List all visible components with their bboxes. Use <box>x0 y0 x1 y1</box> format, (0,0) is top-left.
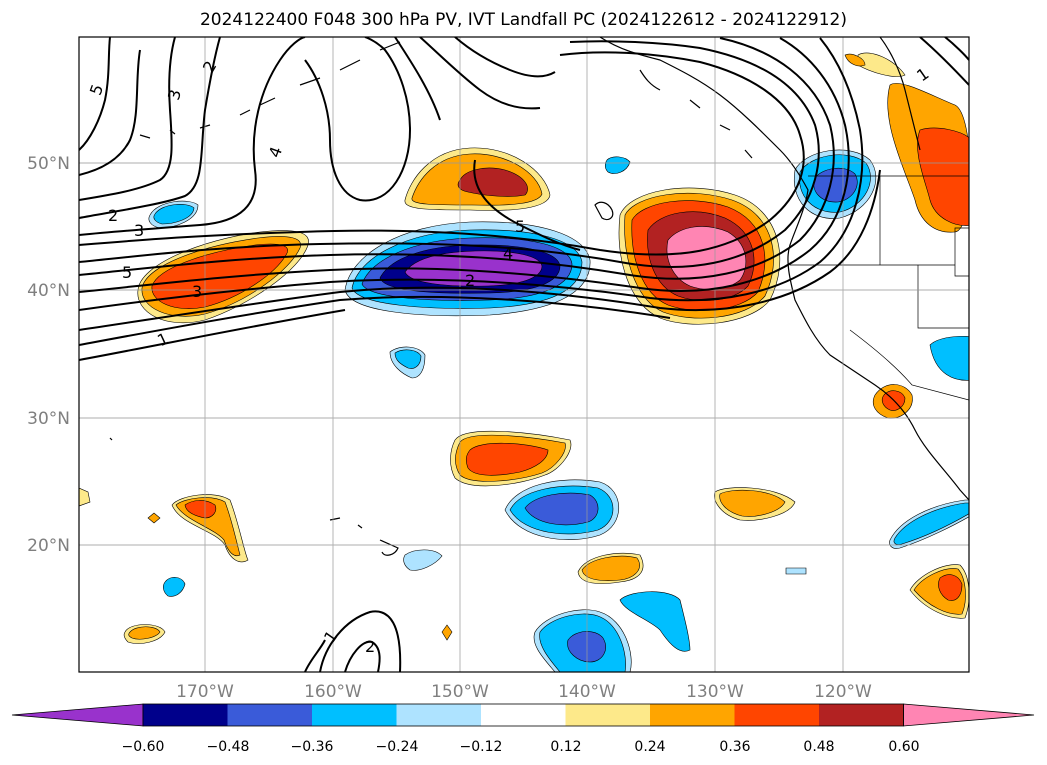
map-area: 5 3 2 4 2 3 5 3 1 5 4 2 1 2 1 <box>79 37 969 672</box>
colorbar-tick-label: −0.24 <box>376 739 419 755</box>
colorbar <box>11 703 1035 727</box>
colorbar-tick-label: −0.12 <box>460 739 503 755</box>
lon-tick-label: 130°W <box>686 682 744 702</box>
colorbar-tick-label: 0.36 <box>719 739 750 755</box>
colorbar-tick-label: −0.36 <box>291 739 334 755</box>
lat-tick-label: 40°N <box>27 281 70 301</box>
contour-label: 2 <box>365 637 375 656</box>
lon-tick-label: 170°W <box>176 682 234 702</box>
colorbar-tick-label: −0.48 <box>207 739 250 755</box>
lat-tick-labels: 50°N 40°N 30°N 20°N <box>27 154 70 556</box>
colorbar-tick-label: 0.60 <box>888 739 919 755</box>
colorbar-segment <box>734 704 819 726</box>
colorbar-extension-low <box>11 703 144 727</box>
colorbar-segment <box>312 704 397 726</box>
contour-label: 3 <box>164 87 185 102</box>
lat-tick-label: 30°N <box>27 409 70 429</box>
colorbar-segment <box>481 704 566 726</box>
gridlines <box>79 37 969 672</box>
colorbar-extension-high <box>903 703 1035 727</box>
colorbar-tick-label: −0.60 <box>122 739 165 755</box>
map-frame <box>78 36 970 673</box>
lon-tick-label: 160°W <box>304 682 362 702</box>
contour-label: 2 <box>465 271 475 290</box>
colorbar-tick-label: 0.24 <box>634 739 665 755</box>
lon-tick-labels: 170°W 160°W 150°W 140°W 130°W 120°W <box>176 682 872 702</box>
contour-label: 2 <box>108 206 118 225</box>
contour-label: 3 <box>134 221 144 240</box>
colorbar-segment <box>143 704 228 726</box>
lat-tick-label: 20°N <box>27 536 70 556</box>
lon-tick-label: 120°W <box>814 682 872 702</box>
contour-label: 4 <box>503 244 513 263</box>
lat-tick-label: 50°N <box>27 154 70 174</box>
contour-label: 3 <box>192 282 202 301</box>
colorbar-segment <box>819 704 904 726</box>
colorbar-tick-label: 0.12 <box>550 739 581 755</box>
lon-tick-label: 140°W <box>558 682 616 702</box>
colorbar-segment <box>650 704 735 726</box>
colorbar-segment <box>227 704 312 726</box>
map-title: 2024122400 F048 300 hPa PV, IVT Landfall… <box>199 10 847 30</box>
colorbar-outline <box>142 703 904 727</box>
colorbar-tick-label: 0.48 <box>803 739 834 755</box>
lon-tick-label: 150°W <box>431 682 489 702</box>
colorbar-segment <box>396 704 481 726</box>
coastlines <box>109 37 969 556</box>
colorbar-ticks: −0.60 −0.48 −0.36 −0.24 −0.12 0.12 0.24 … <box>122 739 920 755</box>
pv-contours <box>79 37 969 672</box>
contour-label: 5 <box>122 263 132 282</box>
colorbar-segment <box>565 704 650 726</box>
contour-label: 5 <box>515 217 525 236</box>
